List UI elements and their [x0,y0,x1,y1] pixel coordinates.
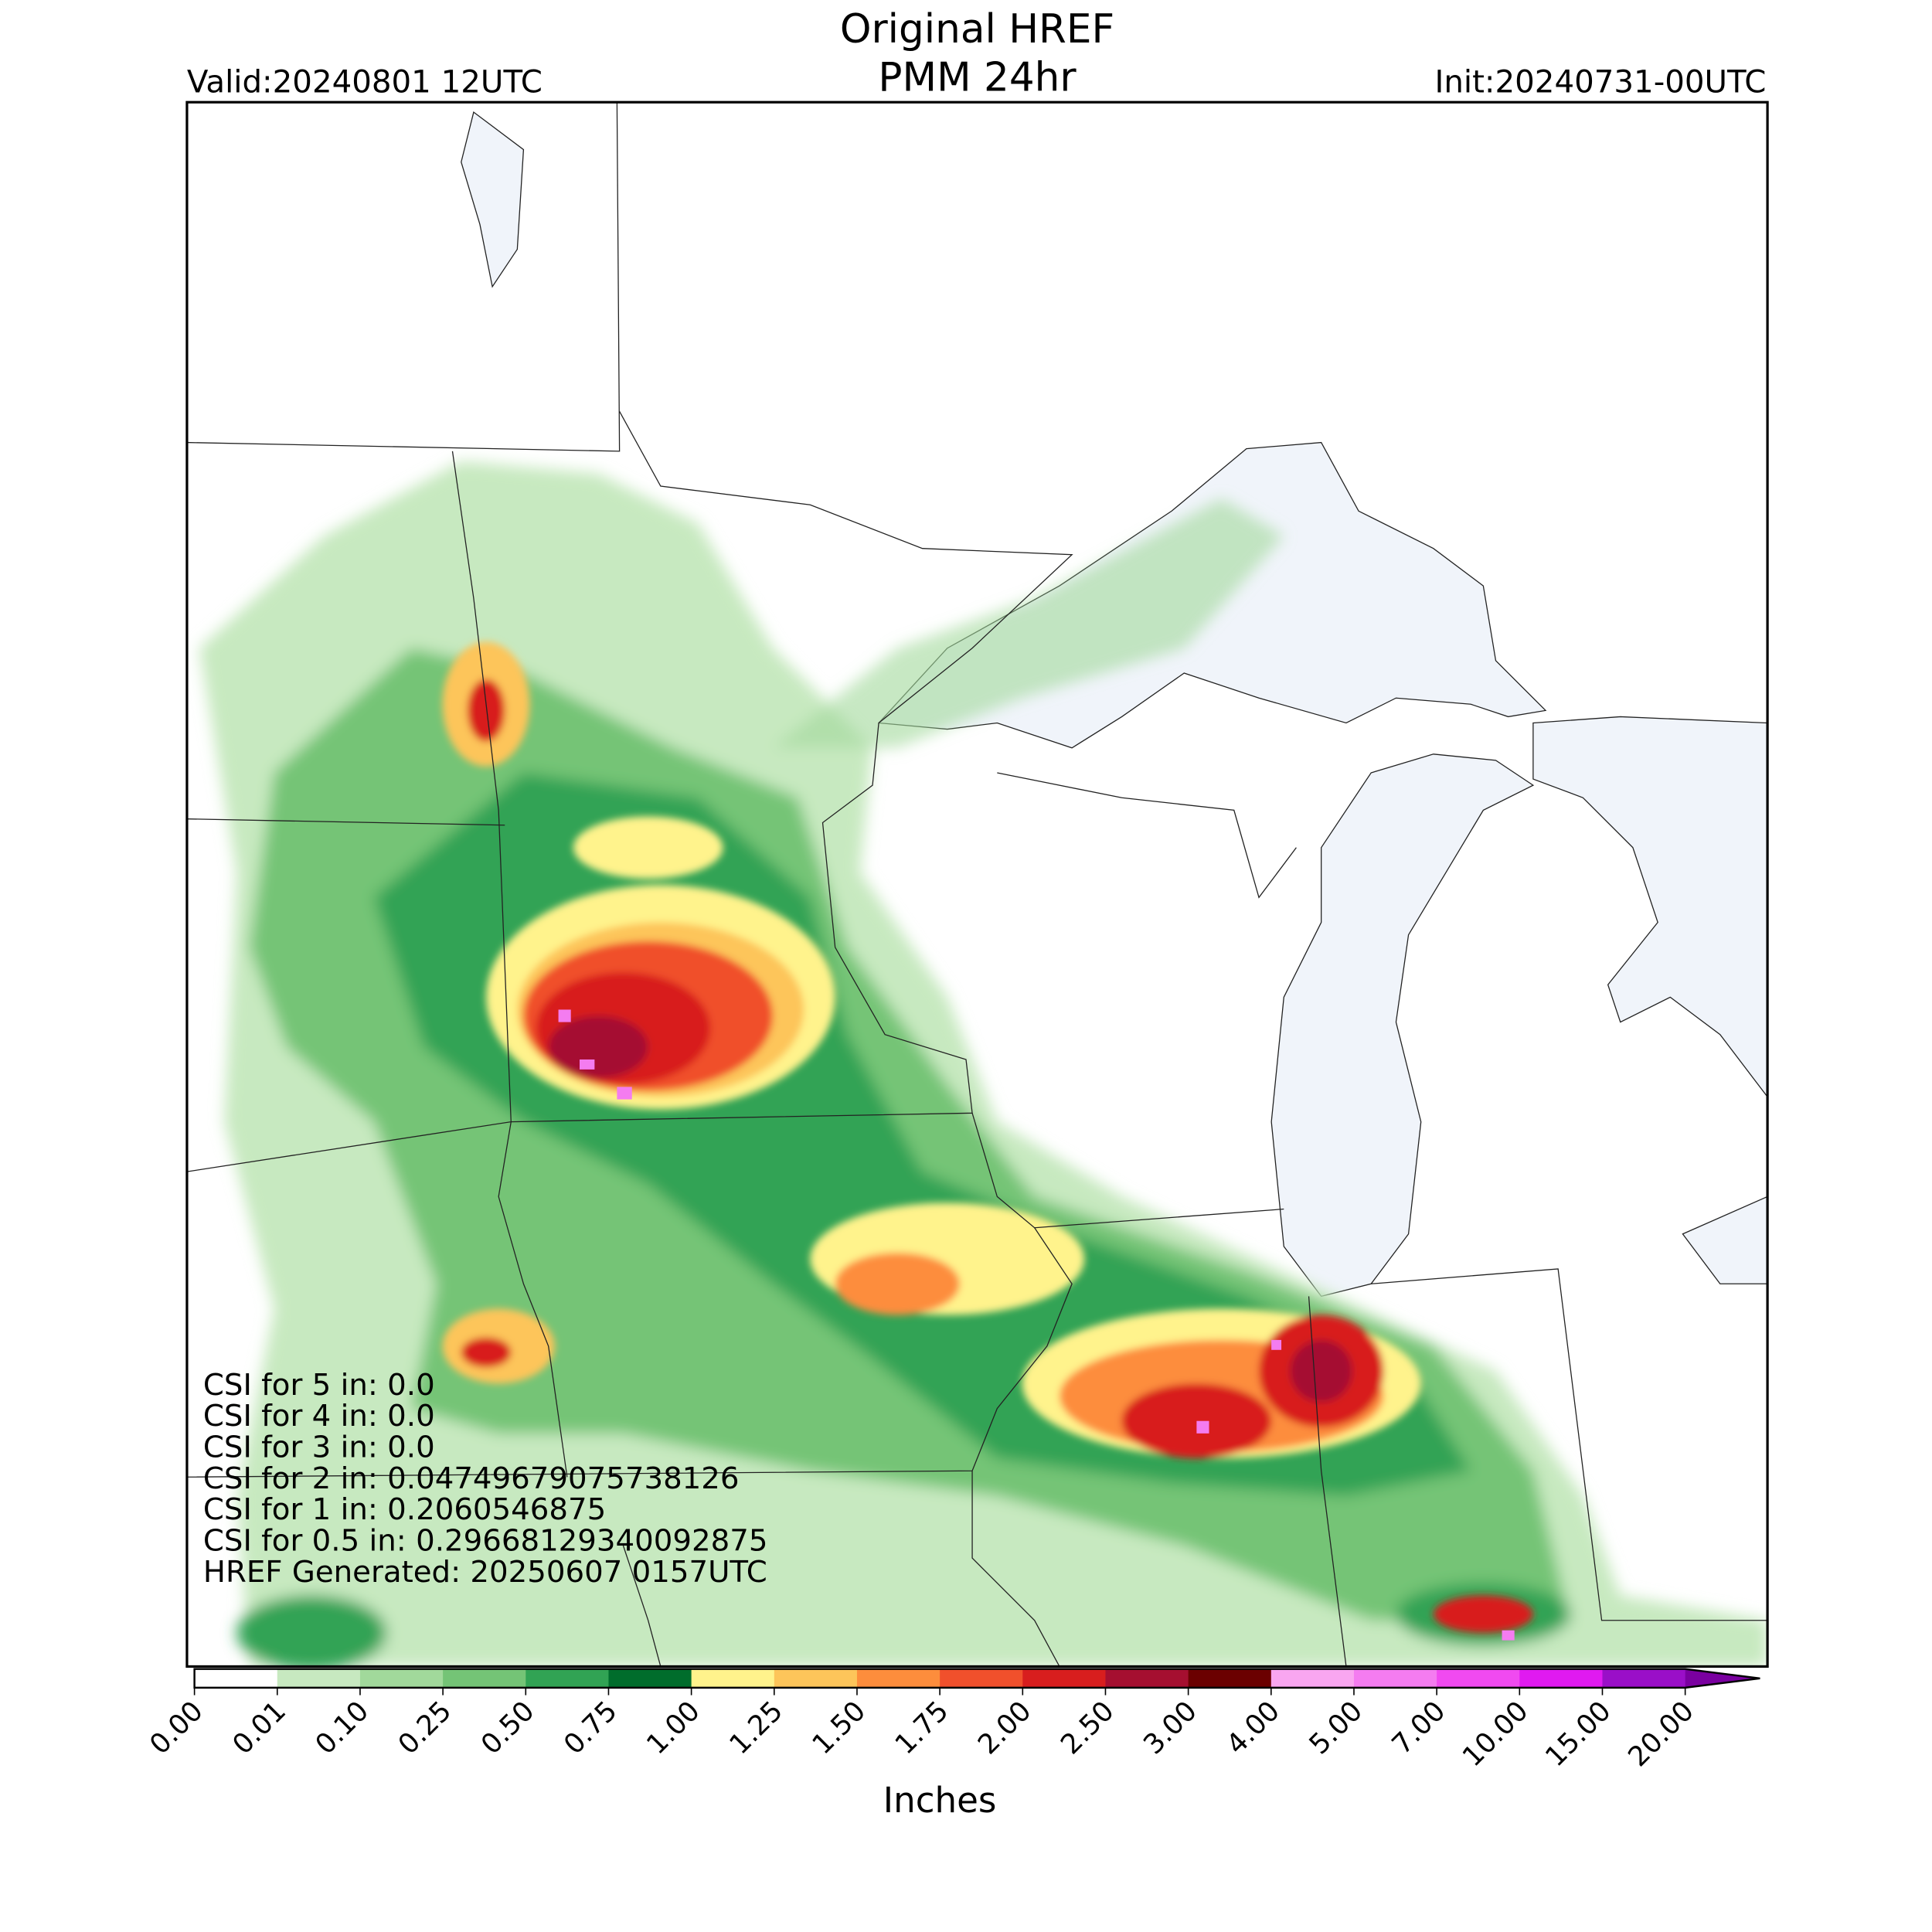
colorbar-tick-label: 1.25 [723,1696,789,1761]
colorbar-bin [1519,1668,1604,1688]
annotation: CSI for 2 in: 0.04749679075738126 [203,1461,740,1496]
colorbar-bin [1437,1668,1521,1688]
colorbar-tick-label: 2.00 [972,1696,1038,1761]
colorbar-bin [443,1668,527,1688]
annotation: CSI for 3 in: 0.0 [203,1430,435,1464]
annotation: CSI for 5 in: 0.0 [203,1368,435,1403]
colorbar-bin [940,1668,1024,1688]
map [186,102,1768,1667]
colorbar-tick-label: 3.00 [1138,1696,1203,1761]
colorbar-bin [1105,1668,1189,1688]
colorbar-bin [1022,1668,1107,1688]
title: PMM 24hr [878,55,1077,101]
colorbar-tick-label: 1.75 [889,1696,955,1761]
colorbar-tick-label: 1.50 [806,1696,872,1761]
colorbar-bin [691,1668,775,1688]
colorbar-tick-label: 0.50 [475,1696,541,1761]
colorbar-bin [1353,1668,1437,1688]
colorbar-tick-label: 20.00 [1622,1696,1700,1774]
lake-winnipeg [461,111,525,288]
colorbar-tick-label: 7.00 [1386,1696,1452,1761]
annotation: CSI for 1 in: 0.2060546875 [203,1492,606,1527]
annotation: CSI for 4 in: 0.0 [203,1399,435,1434]
init-time: Init:20240731-00UTC [1434,63,1766,100]
map-frame [185,100,1769,1668]
colorbar-tick-label: 5.00 [1303,1696,1369,1761]
colorbar-extend [1685,1668,1760,1688]
colorbar-bin [608,1668,692,1688]
lake-erie [1682,1196,1768,1284]
valid-time: Valid:20240801 12UTC [187,63,543,100]
colorbar-label: Inches [883,1780,997,1821]
colorbar-bin [526,1668,610,1688]
colorbar-bin [194,1668,278,1688]
colorbar-tick-label: 0.75 [558,1696,624,1761]
colorbar-tick-label: 0.10 [309,1696,375,1761]
colorbar-bin [774,1668,858,1688]
colorbar-tick-label: 0.00 [144,1696,209,1761]
colorbar-bin [856,1668,940,1688]
colorbar-tick-label: 15.00 [1539,1696,1617,1774]
colorbar-tick-label: 0.01 [226,1696,292,1761]
colorbar-bin [1602,1668,1686,1688]
extreme-cells [558,1009,1515,1641]
colorbar-bin [1270,1668,1355,1688]
colorbar-tick-label: 0.25 [393,1696,458,1761]
colorbar-bin [359,1668,444,1688]
heavy-precipitation [442,641,1533,1633]
colorbar-tick-label: 4.00 [1220,1696,1286,1761]
colorbar-tick-label: 10.00 [1457,1696,1535,1774]
colorbar: 0.00 0.01 0.10 0.25 0.50 0.75 1.00 1.25 1.50 1.75… [144,1668,1760,1774]
colorbar-outline [193,1668,1760,1689]
colorbar-tick-label: 1.00 [641,1696,706,1761]
lake-huron [1532,716,1768,1098]
annotation: CSI for 0.5 in: 0.29668129340092875 [203,1523,768,1558]
lake-michigan [1270,753,1535,1298]
colorbar-bin [277,1668,361,1688]
title: Original HREF [840,6,1114,53]
annotation: HREF Generated: 20250607 0157UTC [203,1555,767,1590]
colorbar-tick-label: 2.50 [1055,1696,1121,1761]
colorbar-bin [1188,1668,1272,1688]
